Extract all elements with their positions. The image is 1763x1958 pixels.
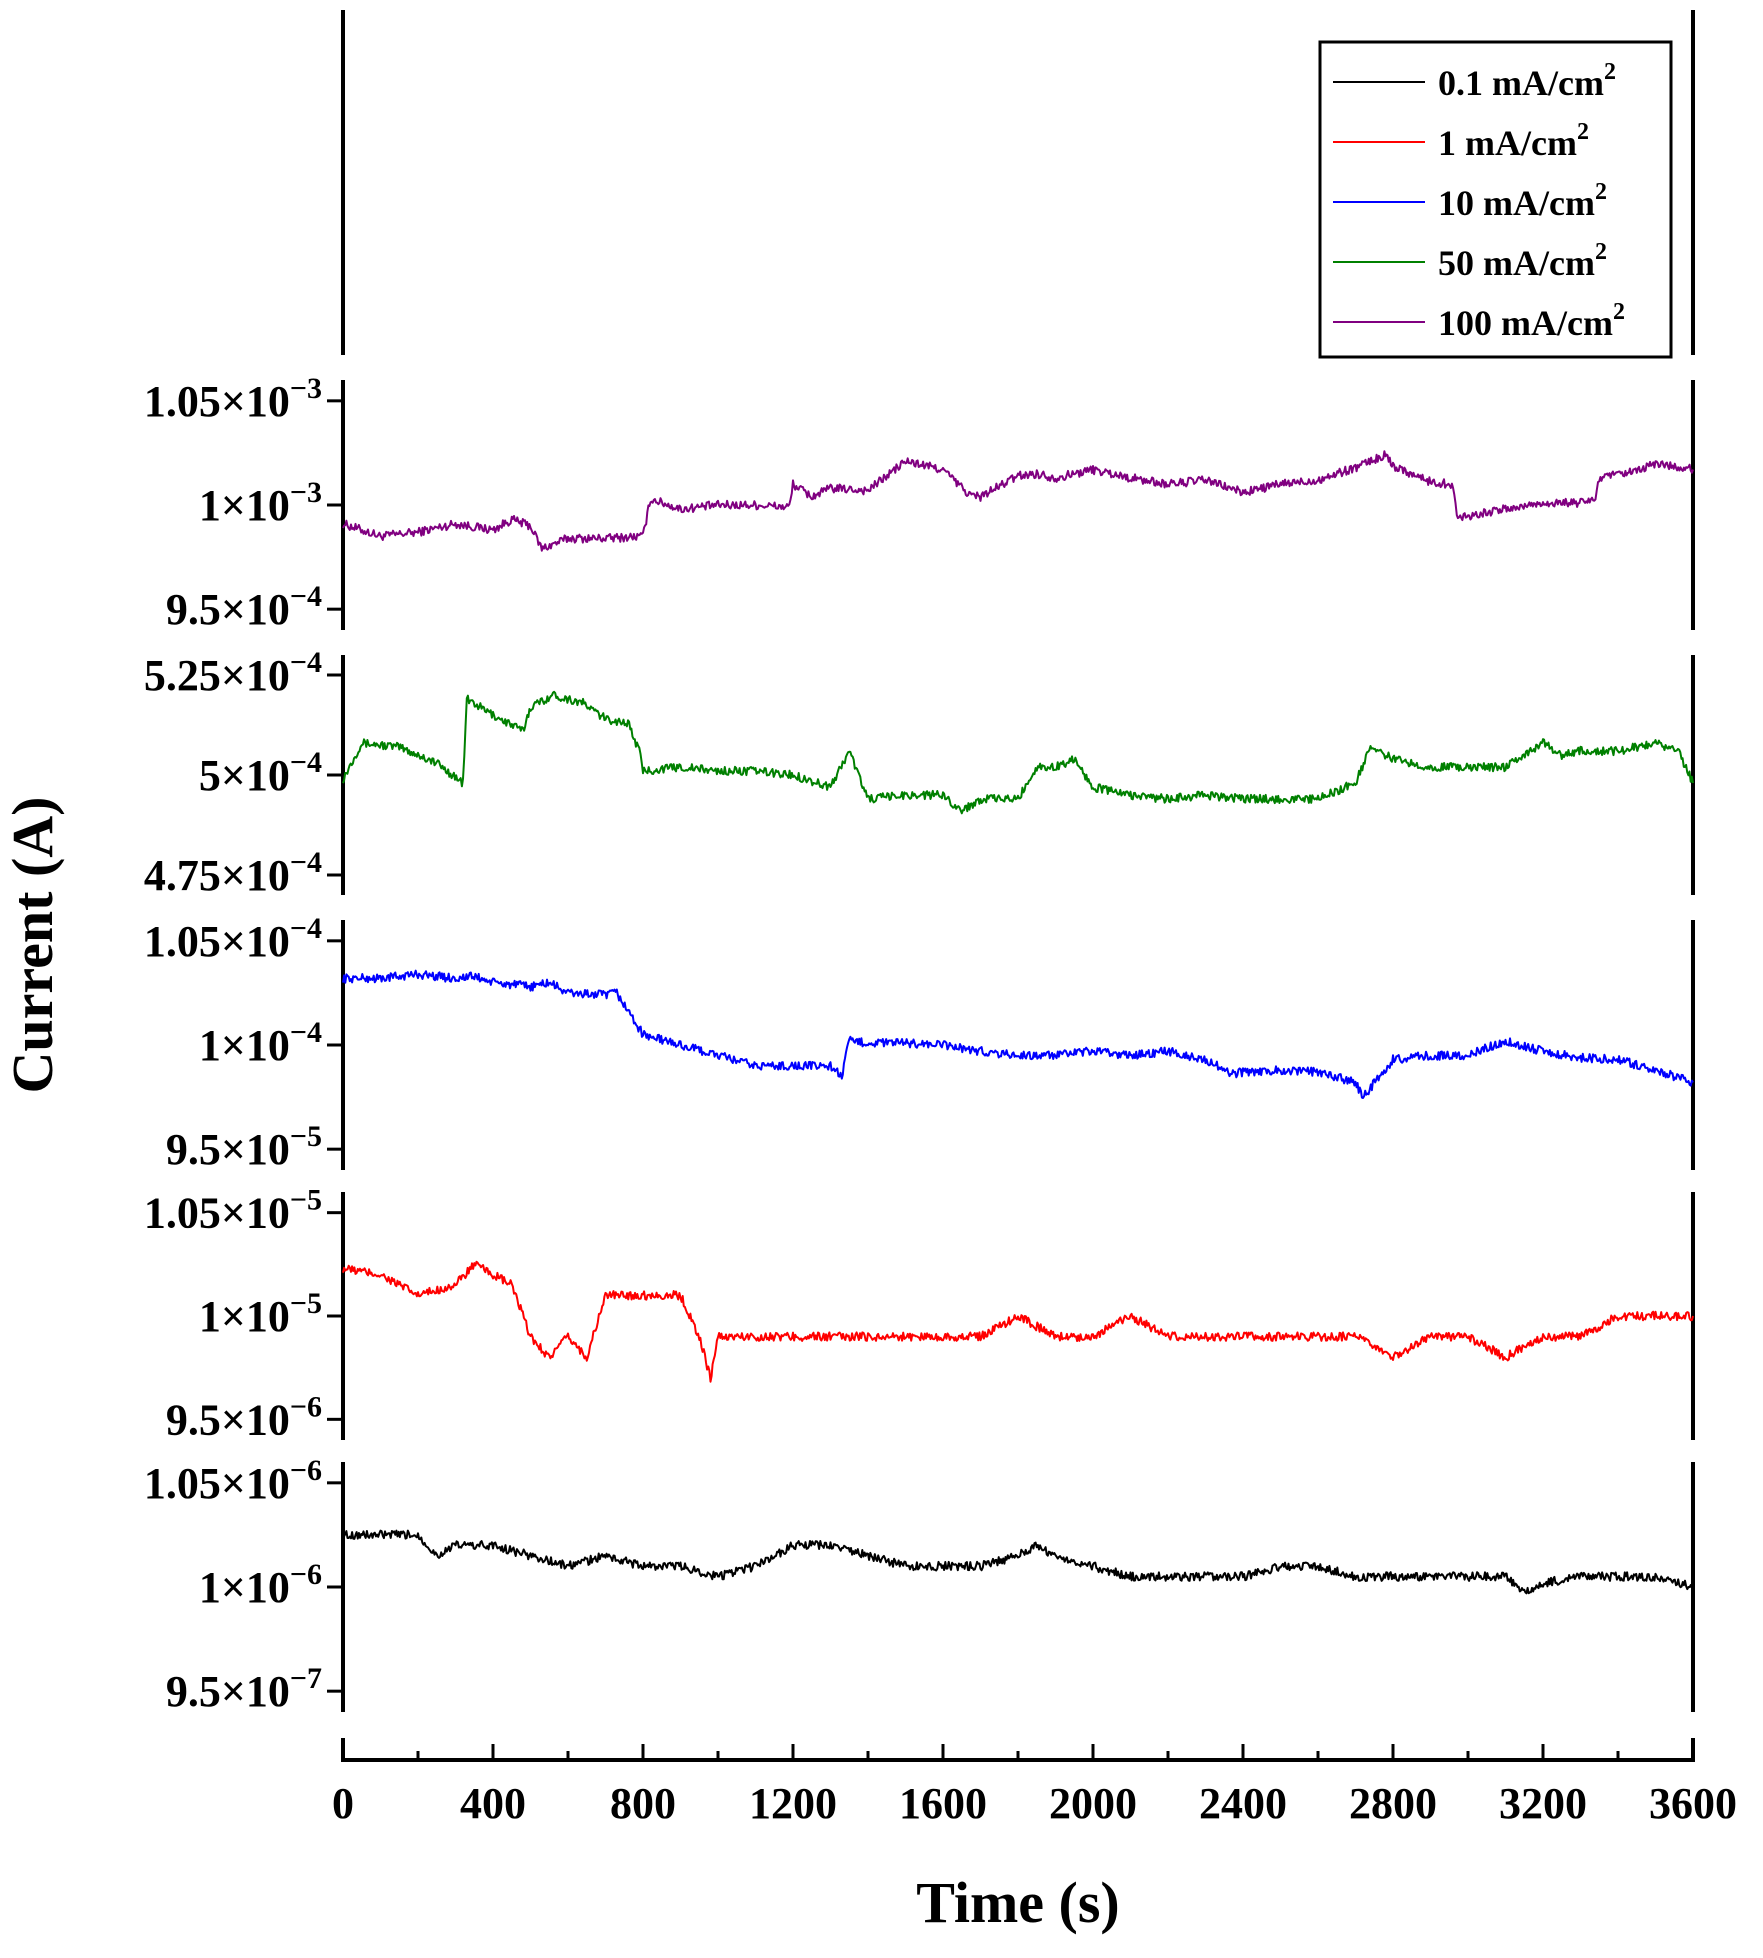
x-tick-label: 2000 <box>1049 1779 1137 1828</box>
x-tick-label: 1200 <box>749 1779 837 1828</box>
legend-entry-label: 100 mA/cm2 <box>1438 299 1625 343</box>
top-legend-frame <box>341 10 1695 355</box>
x-axis-title: Time (s) <box>916 1870 1120 1935</box>
legend-entry-label: 50 mA/cm2 <box>1438 239 1607 283</box>
y-tick-label: 1×10−4 <box>199 1016 322 1070</box>
legend-entry-label: 1 mA/cm2 <box>1438 119 1589 163</box>
y-tick-label: 1×10−5 <box>199 1287 322 1341</box>
x-tick-label: 2400 <box>1199 1779 1287 1828</box>
legend-entry-label: 0.1 mA/cm2 <box>1438 59 1616 103</box>
x-axis: 0 400 800 1200 1600 2000 2400 2800 3200 3600 <box>332 1738 1737 1828</box>
y-tick-label: 1.05×10−4 <box>144 912 322 966</box>
series-line <box>342 1260 1694 1383</box>
panel-2: 1.05×10−4 1×10−4 9.5×10−5 <box>144 912 1695 1174</box>
x-tick-label: 1600 <box>899 1779 987 1828</box>
legend-box <box>1318 40 1673 359</box>
x-tick-label: 3200 <box>1499 1779 1587 1828</box>
y-tick-label: 9.5×10−6 <box>166 1390 322 1444</box>
panel-1: 5.25×10−4 5×10−4 4.75×10−4 <box>144 646 1695 900</box>
y-axis-title: Current (A) <box>0 797 65 1094</box>
series-line <box>342 969 1694 1099</box>
x-tick-label: 0 <box>332 1779 354 1828</box>
legend-entry-label: 10 mA/cm2 <box>1438 179 1607 223</box>
series-line <box>342 1529 1694 1595</box>
panel-4: 1.05×10−6 1×10−6 9.5×10−7 <box>144 1454 1695 1716</box>
y-tick-label: 1×10−3 <box>199 476 322 530</box>
y-tick-label: 9.5×10−5 <box>166 1120 322 1174</box>
x-tick-label: 400 <box>460 1779 526 1828</box>
y-tick-label: 1×10−6 <box>199 1558 322 1612</box>
y-tick-label: 1.05×10−5 <box>144 1184 322 1238</box>
y-tick-label: 9.5×10−7 <box>166 1662 322 1716</box>
series-line <box>342 690 1694 815</box>
y-tick-label: 1.05×10−6 <box>144 1454 322 1508</box>
panel-0: 1.05×10−3 1×10−3 9.5×10−4 <box>144 372 1695 634</box>
x-tick-label: 800 <box>610 1779 676 1828</box>
series-line <box>342 450 1694 552</box>
y-tick-label: 9.5×10−4 <box>166 580 322 634</box>
y-tick-label: 4.75×10−4 <box>144 846 322 900</box>
y-tick-label: 5×10−4 <box>199 746 322 800</box>
x-tick-label: 3600 <box>1649 1779 1737 1828</box>
y-tick-label: 1.05×10−3 <box>144 372 322 426</box>
legend: 0.1 mA/cm2 1 mA/cm2 10 mA/cm2 50 mA/cm2 100 … <box>1318 40 1673 359</box>
y-tick-label: 5.25×10−4 <box>144 646 322 700</box>
panels: 1.05×10−3 1×10−3 9.5×10−4 5.25×10−4 5×10−4 4.… <box>144 372 1695 1716</box>
panel-3: 1.05×10−5 1×10−5 9.5×10−6 <box>144 1184 1695 1444</box>
x-tick-label: 2800 <box>1349 1779 1437 1828</box>
